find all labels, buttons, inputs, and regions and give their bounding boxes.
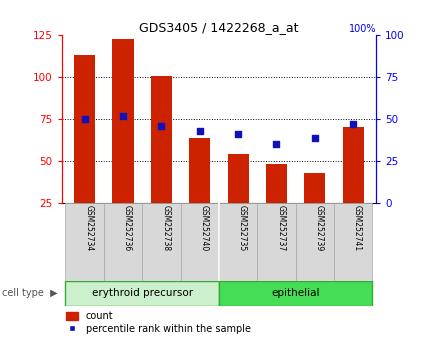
Bar bbox=[65, 281, 219, 306]
Bar bbox=[113, 39, 133, 203]
Bar bbox=[219, 281, 372, 306]
Bar bbox=[189, 138, 210, 203]
Text: 100%: 100% bbox=[348, 24, 376, 34]
Point bbox=[235, 131, 241, 137]
Text: GSM252735: GSM252735 bbox=[238, 205, 247, 251]
Title: GDS3405 / 1422268_a_at: GDS3405 / 1422268_a_at bbox=[139, 21, 299, 34]
Text: epithelial: epithelial bbox=[271, 289, 320, 298]
Point bbox=[350, 121, 357, 127]
Bar bbox=[257, 203, 295, 281]
Bar bbox=[65, 203, 104, 281]
Text: GSM252741: GSM252741 bbox=[353, 205, 362, 251]
Text: GSM252737: GSM252737 bbox=[276, 205, 286, 251]
Bar bbox=[142, 203, 181, 281]
Bar bbox=[343, 127, 364, 203]
Text: erythroid precursor: erythroid precursor bbox=[92, 289, 193, 298]
Bar bbox=[334, 203, 372, 281]
Bar bbox=[295, 203, 334, 281]
Point bbox=[312, 135, 318, 141]
Text: cell type  ▶: cell type ▶ bbox=[2, 289, 57, 298]
Text: GSM252738: GSM252738 bbox=[162, 205, 170, 251]
Bar bbox=[227, 154, 249, 203]
Text: GSM252739: GSM252739 bbox=[315, 205, 324, 251]
Bar bbox=[266, 164, 287, 203]
Bar bbox=[104, 203, 142, 281]
Bar bbox=[304, 173, 325, 203]
Point bbox=[158, 123, 165, 129]
Point bbox=[119, 113, 126, 119]
Bar bbox=[74, 56, 95, 203]
Text: GSM252734: GSM252734 bbox=[85, 205, 94, 251]
Point bbox=[273, 141, 280, 147]
Bar bbox=[181, 203, 219, 281]
Legend: count, percentile rank within the sample: count, percentile rank within the sample bbox=[66, 311, 251, 334]
Text: GSM252736: GSM252736 bbox=[123, 205, 132, 251]
Bar bbox=[151, 76, 172, 203]
Bar bbox=[219, 203, 257, 281]
Point bbox=[196, 128, 203, 134]
Text: GSM252740: GSM252740 bbox=[200, 205, 209, 251]
Point bbox=[81, 116, 88, 122]
